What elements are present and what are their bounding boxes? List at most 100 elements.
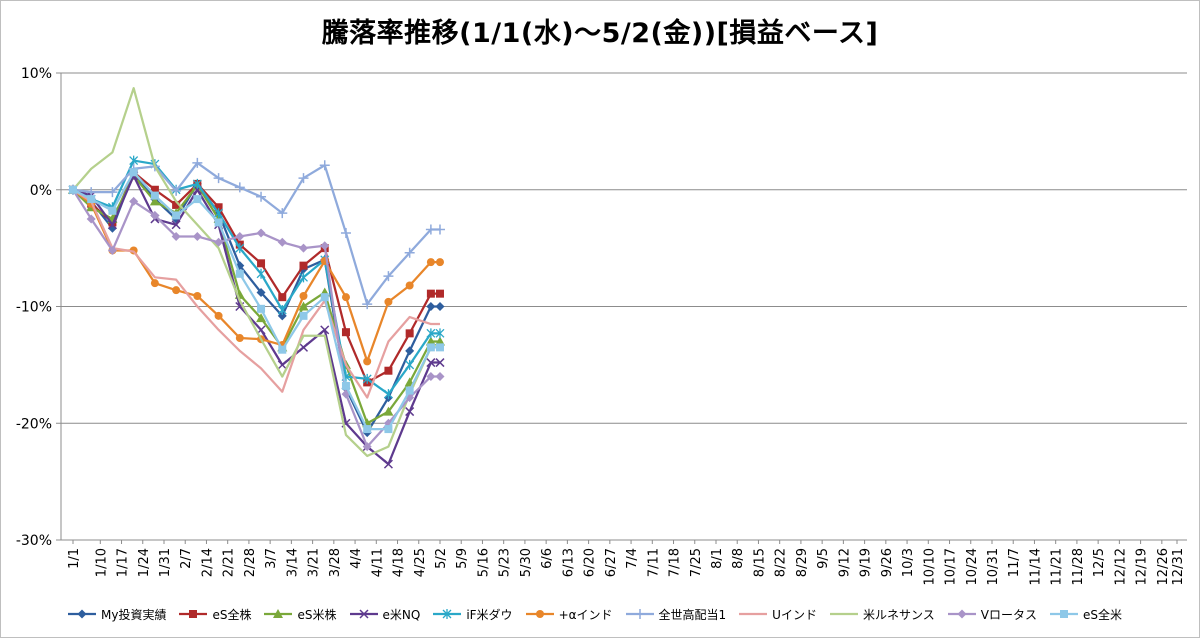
x-tick-label: 1/10	[94, 548, 109, 577]
data-point	[107, 245, 117, 255]
data-point	[298, 301, 309, 311]
data-point	[383, 389, 393, 400]
data-point	[277, 305, 287, 316]
x-tick-label: 8/22	[774, 548, 789, 577]
legend-swatch	[433, 609, 462, 619]
data-point	[277, 237, 287, 247]
data-point	[426, 343, 435, 352]
chart-title: 騰落率推移(1/1(水)～5/2(金))[損益ベース]	[321, 18, 879, 49]
data-point	[298, 342, 309, 352]
data-point	[435, 343, 444, 352]
data-point	[107, 220, 117, 230]
x-tick-label: 5/30	[519, 548, 534, 577]
x-tick-label: 1/1	[67, 548, 82, 569]
data-point	[277, 311, 287, 321]
data-point	[149, 196, 160, 206]
legend-label: 全世高配当1	[658, 607, 727, 622]
data-point	[108, 206, 117, 215]
x-tick-label: 1/17	[116, 548, 131, 577]
data-point	[257, 259, 266, 268]
x-tick-label: 6/27	[604, 548, 619, 577]
data-point	[150, 191, 159, 200]
x-tick-label: 12/5	[1092, 548, 1107, 577]
data-point	[299, 272, 308, 283]
data-point	[278, 345, 287, 354]
legend-item: eS全株	[178, 606, 251, 623]
data-point	[1059, 610, 1068, 618]
data-point	[107, 187, 118, 198]
data-point	[435, 372, 445, 382]
x-tick-label: 3/21	[307, 548, 322, 577]
data-point	[319, 160, 330, 171]
x-tick-label: 5/23	[498, 548, 513, 577]
data-point	[192, 178, 202, 189]
data-point	[320, 293, 329, 302]
legend-swatch	[829, 612, 858, 616]
legend-swatch	[947, 609, 976, 619]
data-point	[256, 287, 266, 297]
data-point	[299, 311, 308, 320]
data-point	[426, 328, 436, 339]
data-point	[86, 214, 96, 224]
x-tick-label: 5/2	[434, 548, 449, 569]
data-point	[634, 609, 645, 619]
legend-swatch	[1049, 610, 1078, 618]
data-point	[957, 609, 967, 619]
y-tick-label: -30%	[16, 533, 52, 549]
data-point	[426, 358, 436, 368]
x-tick-label: 8/29	[795, 548, 810, 577]
data-point	[358, 609, 369, 619]
data-point	[299, 291, 308, 300]
data-point	[234, 182, 245, 193]
data-point	[426, 302, 436, 311]
data-point	[256, 268, 266, 279]
x-tick-label: 3/14	[285, 548, 300, 577]
series-line	[72, 87, 440, 458]
data-point	[341, 381, 350, 390]
legend-swatch	[525, 610, 554, 618]
x-tick-label: 4/11	[370, 548, 385, 577]
data-point	[235, 231, 245, 241]
x-tick-label: 9/5	[816, 548, 831, 569]
data-point	[150, 185, 159, 194]
data-point	[87, 195, 96, 204]
legend-swatch	[264, 609, 293, 618]
y-tick-label: -20%	[16, 416, 52, 432]
series-line	[72, 189, 440, 448]
x-tick-label: 5/16	[476, 548, 491, 577]
data-point	[192, 231, 202, 241]
x-tick-label: 12/31	[1171, 548, 1186, 585]
legend-label: eS米株	[297, 607, 337, 622]
data-point	[405, 386, 414, 395]
legend-label: eS全株	[212, 607, 252, 622]
legend-item: +αインド	[525, 606, 613, 623]
data-point	[341, 328, 350, 337]
data-point	[278, 293, 287, 302]
x-tick-label: 12/12	[1113, 548, 1128, 585]
legend-item: My投資実績	[67, 606, 166, 623]
x-tick-label: 2/28	[243, 548, 258, 577]
x-tick-label: 10/31	[986, 548, 1001, 585]
data-point	[384, 297, 393, 306]
data-point	[341, 293, 350, 302]
data-point	[150, 279, 159, 288]
series-6	[69, 185, 444, 366]
data-point	[426, 372, 436, 382]
legend-label: Uインド	[772, 607, 817, 622]
legend-label: iF米ダウ	[466, 607, 513, 622]
data-point	[383, 459, 393, 469]
x-tick-label: 6/20	[583, 548, 598, 577]
data-point	[193, 291, 202, 300]
data-point	[340, 227, 351, 238]
data-point	[320, 325, 330, 335]
x-tick-label: 10/17	[944, 548, 959, 585]
series-line	[72, 174, 440, 466]
series-8	[72, 188, 440, 399]
data-point	[235, 334, 244, 343]
x-tick-label: 8/8	[731, 548, 746, 569]
data-point	[192, 157, 203, 168]
x-tick-label: 7/11	[646, 548, 661, 577]
data-point	[150, 210, 160, 220]
data-point	[257, 304, 266, 313]
data-point	[434, 224, 445, 235]
